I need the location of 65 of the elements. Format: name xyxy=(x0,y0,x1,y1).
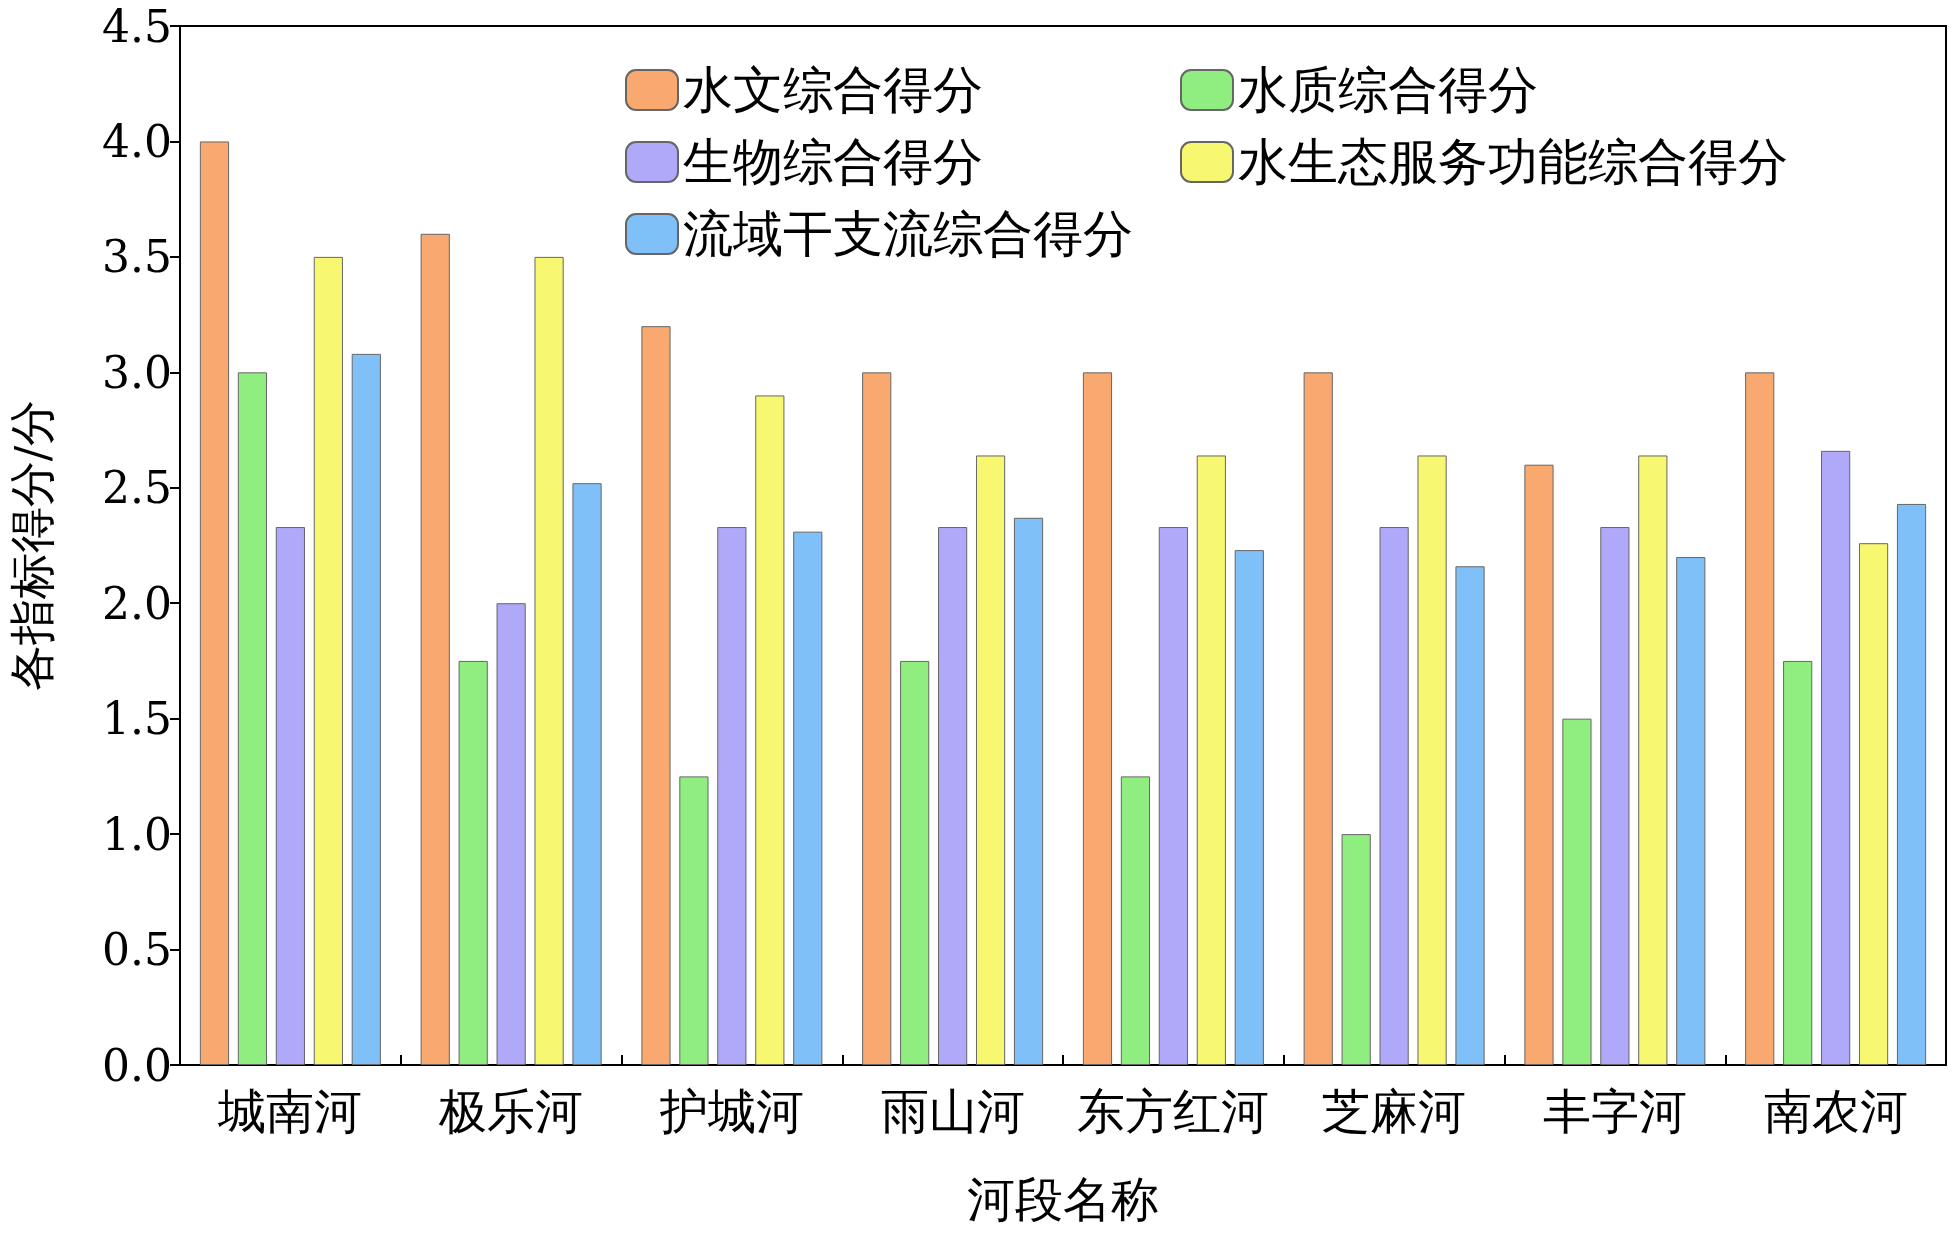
y-tick-label: 4.0 xyxy=(102,115,172,167)
y-tick-label: 2.5 xyxy=(102,462,172,514)
bar xyxy=(1455,566,1485,1065)
bar xyxy=(534,256,564,1065)
bar xyxy=(755,395,785,1065)
legend-label: 水文综合得分 xyxy=(683,61,983,119)
x-tick-label: 东方红河 xyxy=(1077,1083,1270,1139)
bar xyxy=(458,660,488,1065)
bar xyxy=(1196,455,1226,1065)
x-tick-label: 丰字河 xyxy=(1542,1083,1687,1139)
bar xyxy=(351,353,381,1065)
y-tick-label: 4.5 xyxy=(102,0,172,52)
bar xyxy=(199,141,230,1065)
legend-label: 水生态服务功能综合得分 xyxy=(1238,133,1788,191)
bar xyxy=(1638,455,1668,1065)
legend-label: 生物综合得分 xyxy=(683,133,983,191)
bar xyxy=(1783,660,1813,1065)
bar xyxy=(572,483,602,1065)
x-tick-label: 南农河 xyxy=(1763,1083,1908,1139)
x-tick-label: 护城河 xyxy=(658,1083,804,1139)
y-tick-label: 3.0 xyxy=(102,346,172,398)
bar xyxy=(1158,527,1188,1065)
bar xyxy=(793,531,823,1065)
bar xyxy=(1562,718,1592,1065)
bar xyxy=(975,455,1006,1065)
bar xyxy=(1013,517,1044,1065)
bar xyxy=(1120,776,1151,1065)
bar xyxy=(1234,550,1264,1065)
bar xyxy=(1303,372,1333,1065)
x-tick-label: 极乐河 xyxy=(438,1083,584,1139)
bar xyxy=(900,660,930,1065)
y-tick-label: 0.0 xyxy=(102,1039,172,1091)
bar xyxy=(1379,527,1409,1065)
bar xyxy=(1821,450,1851,1065)
y-tick-label: 3.5 xyxy=(102,231,172,283)
legend-label: 水质综合得分 xyxy=(1238,61,1538,119)
bar xyxy=(717,527,747,1065)
y-tick-label: 1.5 xyxy=(102,693,172,745)
x-tick-label: 芝麻河 xyxy=(1322,1083,1467,1139)
bar xyxy=(1341,834,1371,1065)
bar xyxy=(1600,527,1630,1065)
y-tick-label: 1.0 xyxy=(102,808,172,860)
bar xyxy=(1896,503,1927,1065)
bar xyxy=(862,372,892,1065)
bar xyxy=(275,527,305,1065)
bar xyxy=(938,527,968,1065)
bar xyxy=(237,372,268,1065)
y-tick-label: 0.5 xyxy=(102,924,172,976)
x-tick-label: 雨山河 xyxy=(880,1083,1025,1139)
legend-label: 流域干支流综合得分 xyxy=(683,205,1133,263)
bar xyxy=(1676,557,1706,1065)
bar xyxy=(1858,543,1889,1065)
bar xyxy=(420,233,450,1065)
bar xyxy=(1524,464,1554,1065)
bar xyxy=(1082,372,1113,1065)
bar xyxy=(641,326,671,1065)
bar xyxy=(1417,455,1447,1065)
y-axis-title: 各指标得分/分 xyxy=(5,399,59,692)
bar xyxy=(496,603,526,1065)
x-axis-title: 河段名称 xyxy=(967,1171,1159,1227)
bar xyxy=(313,256,343,1065)
bar xyxy=(679,776,709,1065)
bar xyxy=(1745,372,1775,1065)
y-tick-label: 2.0 xyxy=(102,577,172,629)
x-tick-label: 城南河 xyxy=(217,1083,363,1139)
